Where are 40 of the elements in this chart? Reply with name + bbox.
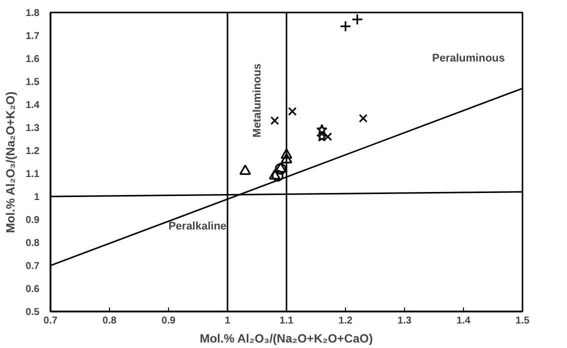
point [280, 148, 292, 159]
y-tick-label: 0.9 [26, 215, 40, 226]
annotation: Metaluminous [252, 64, 264, 138]
x-tick-label: 1 [224, 316, 231, 326]
x-tick-label: 1.1 [280, 316, 294, 326]
x-tick-label: 0.7 [44, 316, 58, 326]
y-tick-label: 1.8 [26, 8, 40, 19]
x-tick-label: 1.4 [456, 316, 471, 326]
x-tick-label: 1.2 [338, 316, 353, 326]
y-tick-label: 1 [34, 192, 40, 203]
point [270, 116, 280, 125]
x-tick-label: 0.9 [162, 316, 176, 326]
y-tick-label: 1.1 [26, 169, 40, 180]
x-tick-label: 1.5 [516, 316, 530, 326]
point [316, 124, 328, 135]
y-axis-title: Mol.% Al₂O₃/(Na₂O+K₂O) [4, 91, 18, 233]
y-tick-label: 1.4 [26, 100, 40, 111]
x-axis-title: Mol.% Al₂O₃/(Na₂O+K₂O+CaO) [200, 332, 373, 346]
x-tick-label: 0.8 [102, 316, 117, 326]
y-tick-label: 0.8 [26, 238, 40, 249]
point [340, 20, 352, 32]
annotation: Peraluminous [432, 52, 505, 64]
x-tick-label: 1.3 [398, 316, 412, 326]
annotation: Peralkaline [168, 220, 227, 232]
y-tick-label: 1.7 [26, 31, 40, 42]
y-tick-label: 0.6 [26, 284, 40, 295]
point [358, 114, 368, 123]
y-tick-label: 0.5 [26, 307, 40, 318]
y-tick-label: 1.3 [26, 123, 40, 134]
point [288, 107, 297, 116]
point [272, 170, 284, 182]
y-tick-label: 1.5 [26, 77, 40, 88]
y-tick-label: 1.2 [26, 146, 40, 157]
point [323, 132, 332, 142]
point [280, 153, 292, 164]
y-tick-label: 1.6 [26, 54, 40, 65]
point [352, 14, 364, 26]
point [239, 164, 251, 175]
point [268, 169, 280, 180]
y-tick-label: 0.7 [26, 261, 40, 272]
